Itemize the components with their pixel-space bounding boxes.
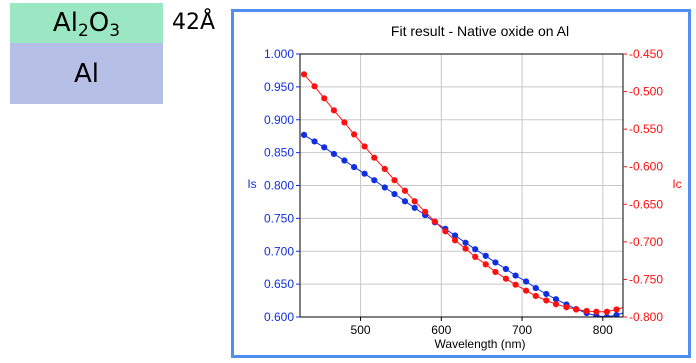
y-right-tick-label: -0.550: [629, 122, 663, 136]
data-point-right: [492, 268, 499, 276]
data-point-right: [300, 71, 308, 78]
data-point-left: [361, 170, 368, 177]
data-point-left: [543, 290, 550, 298]
data-point-left: [300, 131, 308, 138]
data-point-right: [341, 119, 348, 126]
y-axis-label-right: Ic: [672, 177, 681, 191]
data-point-left: [341, 157, 348, 164]
y-left-tick-label: 0.600: [264, 310, 294, 324]
x-ticks: 500 600 700 800: [351, 317, 613, 337]
y-left-tick-label: 0.700: [264, 244, 294, 258]
layer-al2o3: Al2O3: [10, 3, 163, 43]
x-tick-label: 600: [431, 323, 451, 337]
data-point-left: [552, 296, 560, 303]
data-point-right: [401, 187, 409, 194]
data-point-left: [502, 265, 510, 273]
data-point-left: [492, 259, 499, 266]
data-point-right: [422, 208, 429, 215]
data-point-left: [603, 313, 610, 317]
data-point-left: [523, 278, 530, 285]
y-right-tick-label: -0.800: [629, 310, 663, 324]
data-point-left: [311, 138, 318, 145]
y-left-tick-label: 0.800: [264, 179, 294, 193]
layer-al2o3-label: Al2O3: [52, 8, 121, 41]
data-point-right: [502, 275, 510, 282]
x-tick-label: 800: [593, 323, 613, 337]
data-point-right: [381, 165, 388, 173]
data-point-right: [330, 107, 338, 114]
data-point-right: [563, 304, 570, 311]
y-right-tick-label: -0.450: [629, 47, 663, 61]
data-point-left: [613, 311, 620, 317]
fit-chart: Fit result - Native oxide on Al 500 600 70…: [247, 23, 681, 351]
fit-line-left: [303, 134, 623, 317]
y-right-tick-label: -0.700: [629, 235, 663, 249]
data-point-right: [451, 237, 459, 244]
data-point-right: [442, 228, 449, 235]
data-points: [300, 71, 630, 317]
thickness-label: 42Å: [172, 10, 216, 35]
data-point-left: [321, 144, 328, 151]
y-left-tick-label: 0.750: [264, 211, 294, 225]
data-point-right: [583, 307, 590, 315]
data-point-right: [552, 301, 560, 308]
data-point-left: [381, 184, 388, 191]
data-point-left: [532, 284, 539, 292]
data-point-right: [311, 83, 318, 90]
data-point-right: [523, 287, 530, 294]
data-point-right: [351, 131, 358, 138]
y-right-tick-label: -0.500: [629, 85, 663, 99]
data-point-right: [482, 261, 489, 268]
data-point-right: [411, 198, 418, 205]
data-point-right: [371, 154, 378, 161]
data-point-right: [391, 177, 398, 184]
y-left-tick-label: 0.850: [264, 146, 294, 160]
x-axis-label: Wavelength (nm): [435, 337, 526, 351]
y-right-ticks: -0.800 -0.750 -0.700 -0.650 -0.600 -0.550 -0.5…: [623, 47, 663, 324]
grid: [300, 54, 623, 317]
y-left-tick-label: 0.650: [264, 277, 294, 291]
data-point-left: [472, 246, 479, 253]
data-point-right: [543, 297, 550, 304]
data-point-right: [512, 281, 519, 288]
data-point-right: [624, 303, 630, 309]
y-right-tick-label: -0.600: [629, 160, 663, 174]
x-tick-label: 500: [351, 323, 371, 337]
y-axis-label-left: Is: [247, 177, 256, 191]
y-left-tick-label: 1.000: [264, 47, 294, 61]
layer-al-label: Al: [73, 58, 99, 89]
x-tick-label: 700: [512, 323, 532, 337]
chart-title: Fit result - Native oxide on Al: [391, 23, 569, 39]
data-point-right: [462, 245, 469, 252]
data-point-left: [401, 198, 409, 205]
data-point-right: [321, 95, 328, 102]
data-point-right: [573, 306, 580, 313]
data-point-right: [431, 218, 438, 225]
y-left-tick-label: 0.900: [264, 113, 294, 127]
y-right-tick-label: -0.750: [629, 272, 663, 286]
data-point-left: [411, 204, 418, 211]
data-point-left: [451, 232, 459, 239]
y-right-tick-label: -0.650: [629, 197, 663, 211]
data-point-right: [603, 308, 610, 315]
data-point-right: [361, 143, 368, 150]
chart-frame: Fit result - Native oxide on Al 500 600 70…: [231, 9, 691, 358]
fit-curves: [303, 73, 623, 317]
data-point-right: [593, 308, 600, 315]
data-point-left: [330, 150, 338, 158]
data-point-left: [482, 252, 489, 259]
y-left-tick-label: 0.950: [264, 80, 294, 94]
data-point-left: [391, 190, 398, 198]
data-point-right: [472, 253, 479, 260]
data-point-right: [613, 306, 620, 313]
data-point-left: [371, 177, 378, 184]
data-point-left: [512, 272, 519, 279]
y-left-ticks: 0.600 0.650 0.700 0.750 0.800 0.850 0.900 0.950…: [264, 47, 300, 324]
data-point-left: [351, 163, 358, 171]
data-point-right: [532, 292, 539, 300]
data-point-left: [462, 239, 469, 246]
fit-line-right: [303, 73, 623, 313]
layer-al: Al: [10, 43, 163, 104]
